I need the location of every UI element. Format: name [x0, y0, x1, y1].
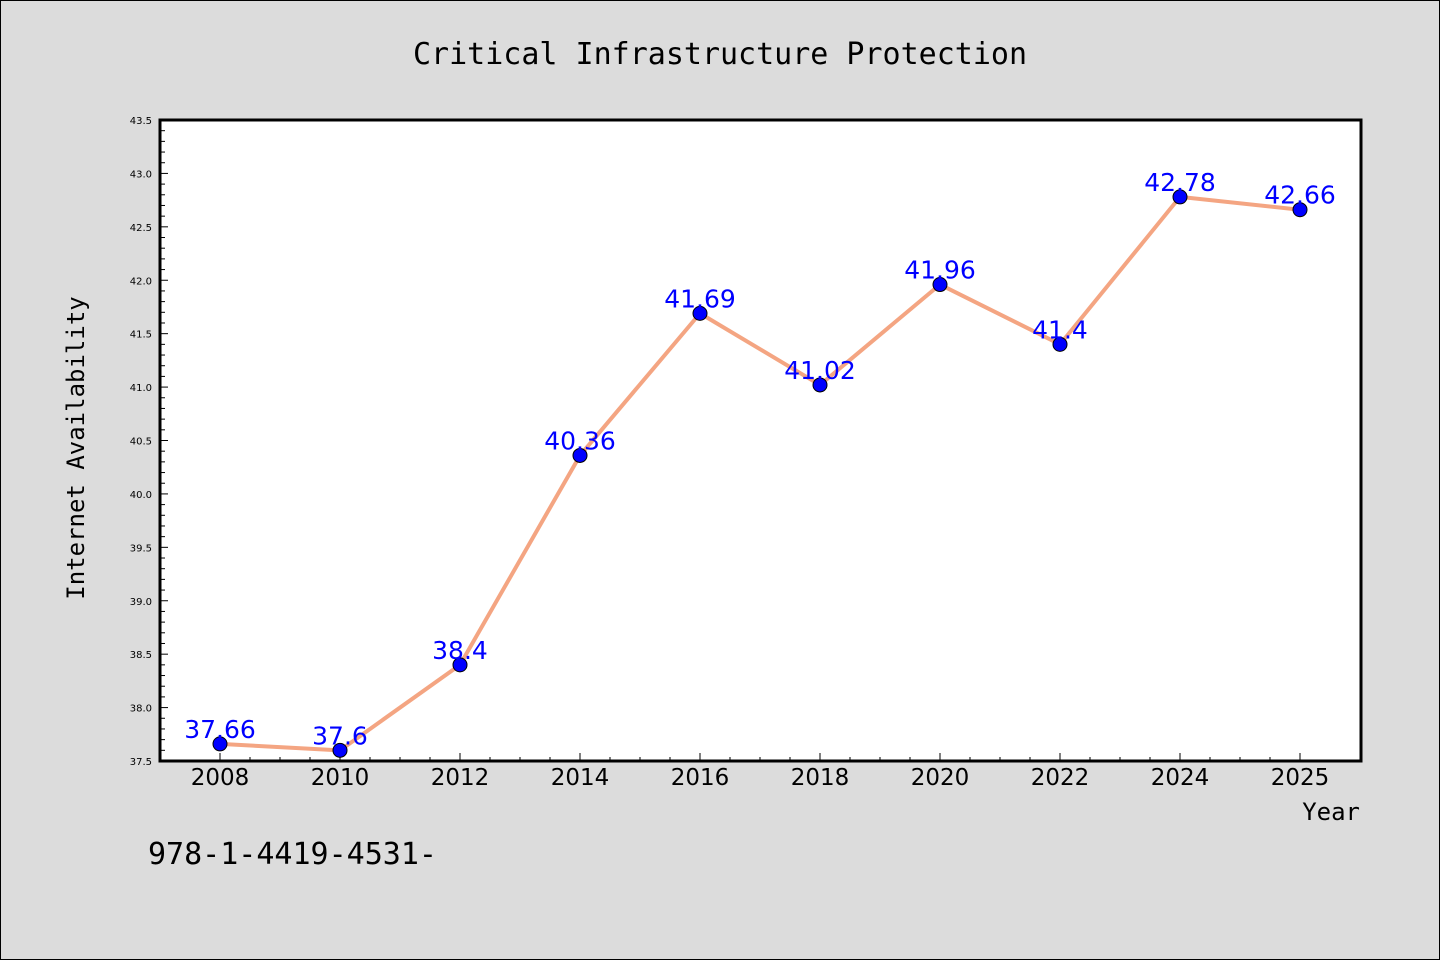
y-axis: 37.5 38.0 38.5 39.0 39.5 40.0 40.5 41.0 41.5 42.0… — [130, 116, 168, 768]
series-layer — [212, 189, 1308, 758]
data-label: 42.66 — [1264, 181, 1336, 210]
y-tick-label: 41.0 — [130, 383, 152, 394]
data-label: 41.96 — [904, 256, 976, 285]
data-point — [572, 447, 588, 463]
y-tick-label: 43.0 — [130, 169, 152, 180]
data-label: 37.66 — [184, 715, 256, 744]
y-tick-label: 38.0 — [130, 704, 152, 715]
data-label: 41.69 — [664, 284, 736, 313]
data-point — [932, 277, 948, 293]
y-axis-label: Internet Availability — [62, 296, 90, 599]
y-tick-label: 40.0 — [130, 490, 152, 501]
x-tick-label: 2008 — [191, 765, 250, 791]
y-tick-label: 39.0 — [130, 597, 152, 608]
y-tick-label: 41.5 — [130, 330, 152, 341]
x-tick-label: 2022 — [1031, 765, 1090, 791]
y-tick-label: 40.5 — [130, 437, 152, 448]
y-tick-label: 42.0 — [130, 276, 152, 287]
data-label: 41.02 — [784, 356, 856, 385]
caption: 978-1-4419-4531- — [148, 837, 437, 872]
data-point — [212, 736, 228, 752]
x-tick-label: 2020 — [911, 765, 970, 791]
series-line — [218, 194, 1302, 753]
data-point — [1172, 189, 1188, 205]
x-tick-label: 2014 — [551, 765, 610, 791]
plot-area — [158, 118, 1363, 763]
x-tick-label: 2024 — [1151, 765, 1210, 791]
data-point — [692, 305, 708, 321]
x-tick-label: 2016 — [671, 765, 730, 791]
data-label: 41.4 — [1032, 315, 1088, 344]
data-label: 37.6 — [312, 721, 368, 750]
x-axis: 2008 2010 2012 2014 2016 2018 2020 2022 2024 2025 — [191, 753, 1330, 791]
y-tick-label: 42.5 — [130, 223, 152, 234]
data-point — [812, 377, 828, 393]
y-tick-label: 37.5 — [130, 757, 152, 768]
x-tick-label: 2018 — [791, 765, 850, 791]
data-label: 38.4 — [432, 636, 488, 665]
data-point — [1052, 336, 1068, 352]
x-tick-label: 2025 — [1271, 765, 1330, 791]
data-label: 40.36 — [544, 426, 616, 455]
x-axis-label: Year — [1302, 798, 1360, 826]
y-tick-label: 39.5 — [130, 543, 152, 554]
data-point — [332, 742, 348, 758]
data-labels-layer: 37.66 37.6 38.4 40.36 41.69 41.02 41.96 41.4 42.… — [184, 168, 1336, 750]
x-tick-label: 2012 — [431, 765, 490, 791]
chart-title: Critical Infrastructure Protection — [413, 37, 1027, 72]
data-point — [1292, 202, 1308, 218]
y-tick-label: 38.5 — [130, 650, 152, 661]
data-label: 42.78 — [1144, 168, 1216, 197]
x-tick-label: 2010 — [311, 765, 370, 791]
data-point — [452, 657, 468, 673]
y-tick-label: 43.5 — [130, 116, 152, 127]
